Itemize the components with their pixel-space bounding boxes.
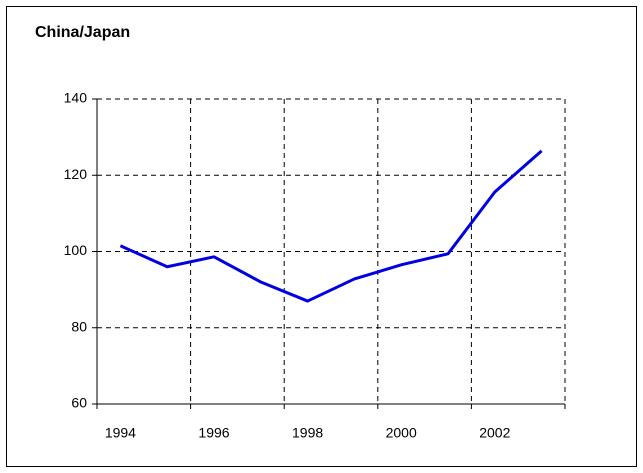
y-tick-label: 140: [64, 90, 88, 106]
x-tick-label: 2000: [386, 425, 417, 441]
y-tick-label: 120: [64, 166, 88, 182]
x-tick-label: 1994: [105, 425, 136, 441]
y-tick-label: 100: [64, 242, 88, 258]
chart-title: China/Japan: [35, 24, 130, 41]
chart-border: [6, 6, 637, 467]
x-tick-label: 1996: [198, 425, 229, 441]
y-tick-label: 60: [71, 395, 87, 411]
y-tick-label: 80: [71, 318, 87, 334]
data-line: [119, 149, 543, 303]
x-tick-label: 2002: [479, 425, 510, 441]
x-tick-label: 1998: [292, 425, 323, 441]
